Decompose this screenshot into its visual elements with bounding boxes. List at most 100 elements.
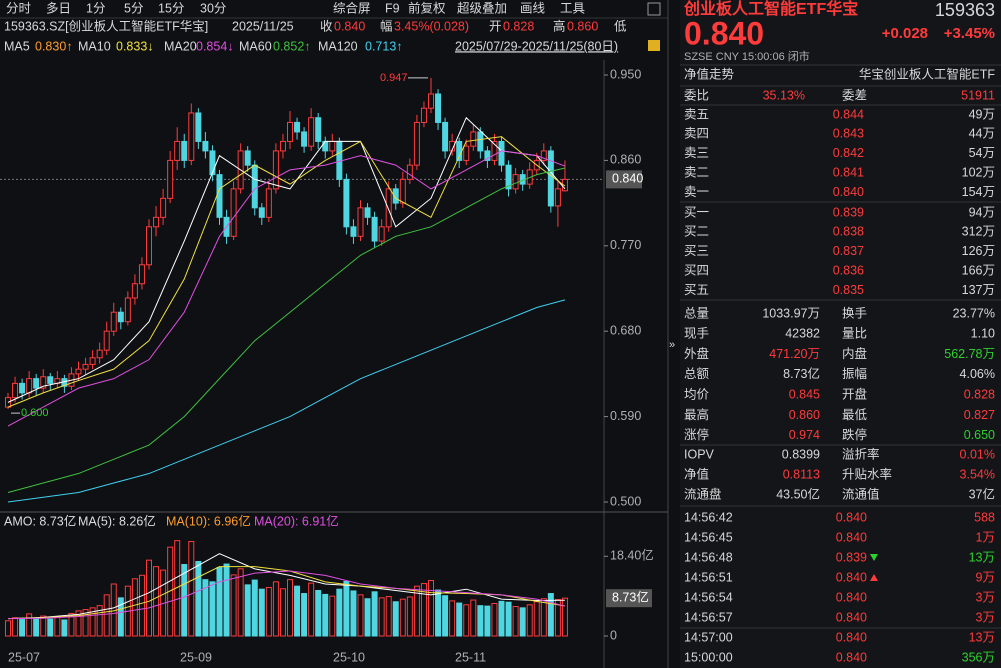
candle-body — [371, 216, 378, 242]
candle-body — [287, 121, 293, 142]
volume-bar — [357, 594, 364, 637]
stat-value: 42382 — [785, 327, 820, 341]
order-price: 0.843 — [833, 127, 864, 141]
candle-body — [174, 140, 181, 161]
trade-volume: 13万 — [969, 550, 995, 564]
candle-body — [103, 330, 110, 351]
toolbar-button[interactable]: 工具 — [560, 1, 586, 15]
candle-body — [244, 150, 251, 166]
fund-name: 华宝创业板人工智能ETF — [859, 66, 995, 81]
volume-ma-line — [7, 553, 565, 620]
ratio-value: 51911 — [961, 88, 995, 102]
order-volume: 49万 — [969, 107, 995, 121]
toolbar-button[interactable]: 前复权 — [408, 0, 446, 15]
trade-time: 15:00:00 — [684, 650, 733, 664]
candle-body — [420, 107, 427, 123]
volume-bar — [406, 596, 413, 637]
volume-bar — [463, 604, 470, 637]
collapse-toggle[interactable]: » — [669, 339, 675, 351]
volume-bar — [371, 591, 378, 637]
volume-bar — [512, 606, 519, 637]
order-volume: 126万 — [962, 244, 995, 258]
stat-value: 0.650 — [964, 428, 995, 442]
security-code: 159363 — [935, 0, 995, 20]
volume-bar — [477, 605, 484, 637]
candle-body — [209, 150, 216, 176]
volume-bar — [230, 574, 237, 637]
volume-bar — [54, 616, 61, 637]
volume-bar — [498, 600, 505, 637]
toolbar-tab[interactable]: 1分 — [86, 1, 105, 15]
y-tick-label: 0.860 — [610, 153, 641, 167]
volume-bar — [195, 560, 202, 637]
stat-label: 内盘 — [842, 346, 867, 361]
candle-body — [89, 357, 96, 365]
quote-label: 开 — [489, 19, 502, 33]
volume-bar — [75, 610, 82, 637]
order-level: 卖三 — [684, 146, 709, 160]
toolbar-tab[interactable]: 5分 — [124, 1, 143, 15]
volume-bar — [484, 605, 491, 637]
candle-body — [463, 145, 470, 161]
stat-label: 换手 — [842, 306, 867, 320]
volume-bar — [350, 590, 357, 637]
stat-label: 均价 — [684, 387, 710, 401]
order-level: 卖二 — [684, 165, 709, 179]
trade-volume: 9万 — [976, 570, 995, 584]
volume-bar — [146, 559, 152, 637]
candle-body — [124, 297, 131, 323]
order-price: 0.840 — [833, 185, 864, 199]
candle-body — [378, 226, 385, 242]
candle-body — [82, 363, 89, 370]
ma-legend-value: 0.852↑ — [273, 39, 311, 53]
toolbar-button[interactable]: 综合屏 — [333, 0, 371, 15]
candle-body — [547, 150, 554, 207]
trade-time: 14:57:00 — [684, 630, 733, 644]
volume-legend: MA(10): 6.96亿 — [166, 513, 251, 528]
nav-link[interactable]: 净值走势 — [684, 66, 735, 81]
icon[interactable] — [647, 2, 661, 16]
toolbar-button[interactable]: 超级叠加 — [457, 0, 507, 15]
stat-label: 振幅 — [842, 366, 867, 381]
lock-icon[interactable] — [648, 40, 660, 51]
price-change-pct: +3.45% — [944, 25, 995, 42]
volume-legend: MA(5): 8.26亿 — [78, 513, 156, 528]
low-note: 0.600 — [21, 407, 49, 419]
order-level: 卖四 — [684, 127, 709, 141]
stat-label: 流通值 — [842, 486, 880, 501]
order-price: 0.837 — [833, 244, 864, 258]
stat-label: 最高 — [684, 407, 709, 422]
order-price: 0.842 — [833, 146, 864, 160]
toolbar-button[interactable]: 画线 — [520, 1, 546, 15]
order-level: 买二 — [684, 225, 709, 239]
volume-bar — [188, 541, 195, 637]
toolbar-button[interactable]: F9 — [385, 1, 400, 15]
current-volume-tag — [606, 589, 652, 608]
stat-label: 涨停 — [684, 427, 709, 442]
volume-bar — [294, 585, 301, 637]
ma-legend-value: 0.854↓ — [196, 39, 234, 53]
trade-price: 0.840 — [836, 590, 867, 604]
candle-body — [294, 121, 301, 133]
candle-body — [385, 188, 392, 228]
trade-volume: 3万 — [976, 610, 995, 624]
order-volume: 166万 — [962, 263, 995, 277]
chart-title: 159363.SZ[创业板人工智能ETF华宝] — [4, 18, 208, 33]
toolbar-tab[interactable]: 30分 — [200, 1, 226, 15]
volume-bar — [103, 594, 110, 637]
toolbar-tab[interactable]: 分时 — [6, 1, 32, 15]
candle-body — [181, 140, 188, 161]
stat-label: 跌停 — [842, 427, 867, 442]
candle-body — [357, 207, 364, 237]
volume-legend: MA(20): 6.91亿 — [254, 513, 339, 528]
volume-bar — [167, 546, 174, 637]
stat-label: 外盘 — [684, 346, 709, 361]
candle-body — [160, 197, 167, 218]
volume-bar — [399, 598, 406, 637]
toolbar-tab[interactable]: 15分 — [158, 1, 184, 15]
trade-price: 0.839 — [836, 550, 867, 564]
ma-line — [7, 167, 566, 493]
trade-price: 0.840 — [836, 510, 867, 524]
toolbar-tab[interactable]: 多日 — [46, 1, 71, 15]
range-label[interactable]: 2025/07/29-2025/11/25(80日) — [455, 39, 618, 53]
